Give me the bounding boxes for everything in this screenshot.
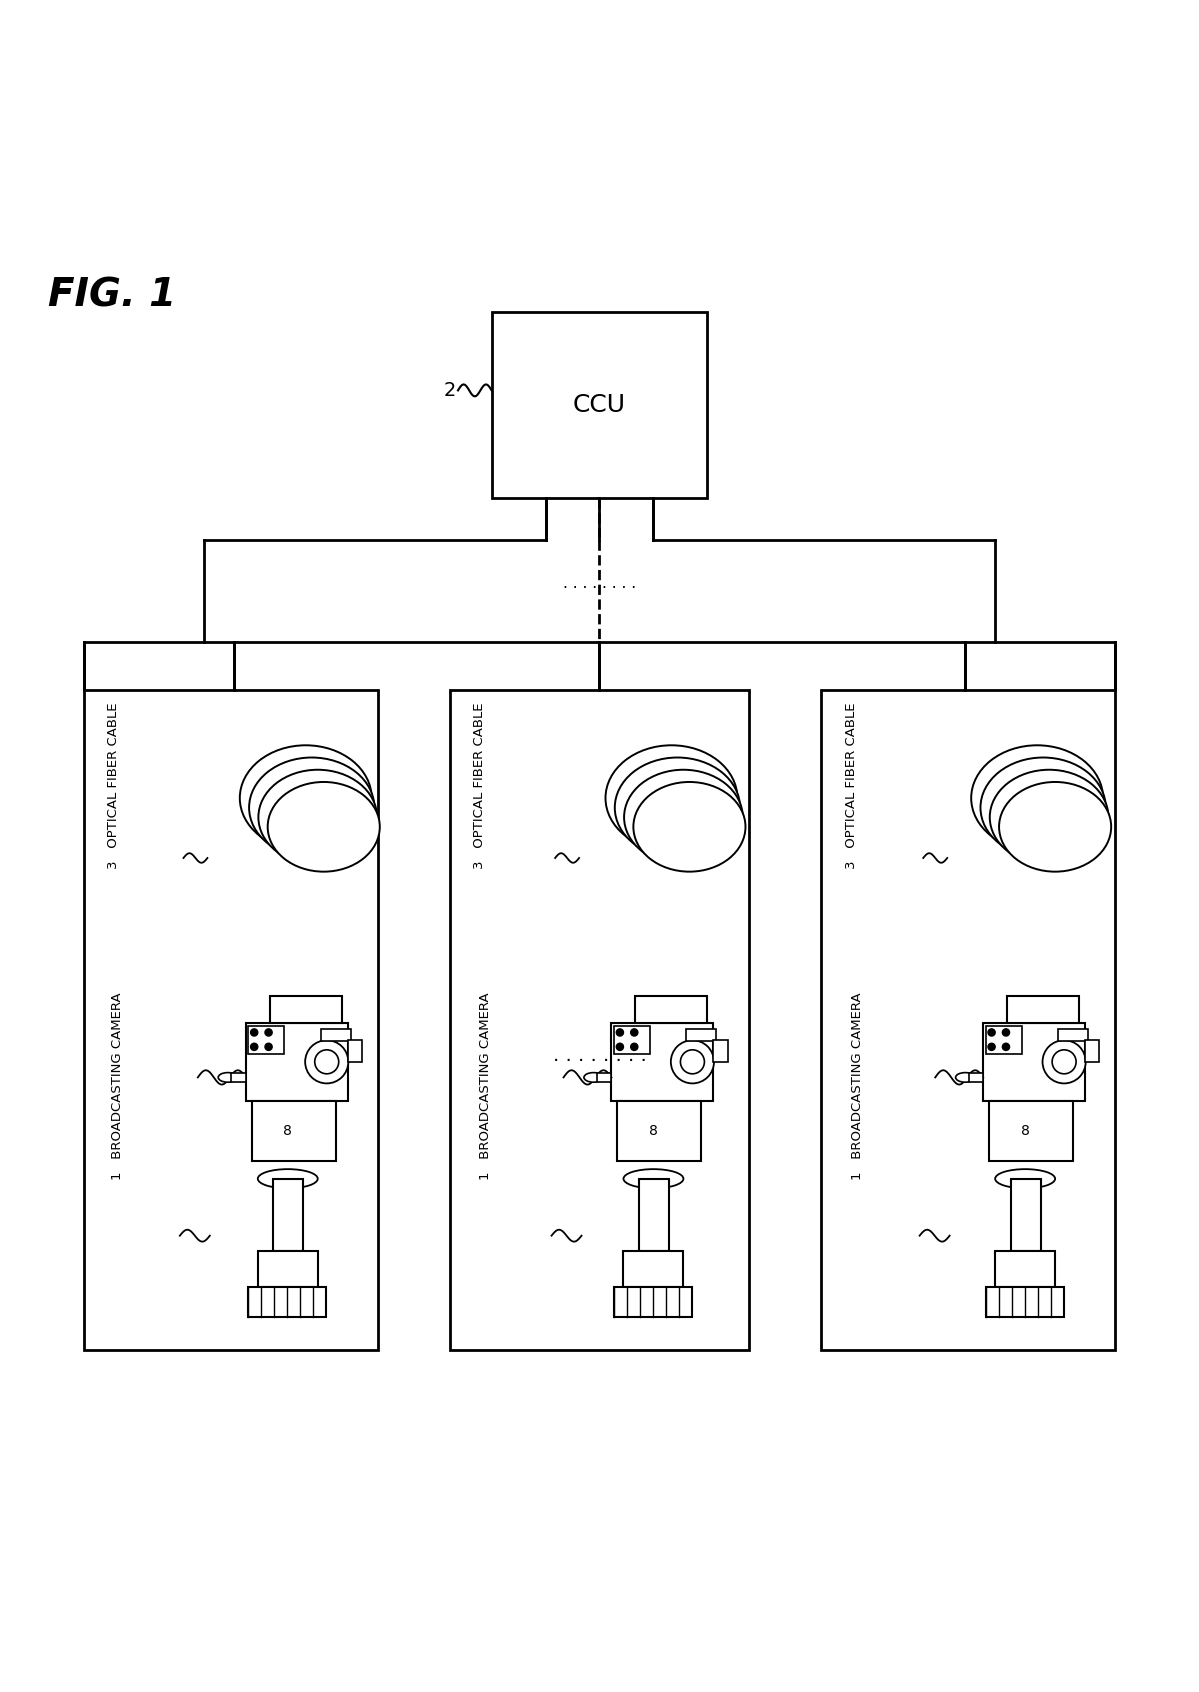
Circle shape	[616, 1044, 623, 1051]
FancyBboxPatch shape	[614, 1286, 692, 1316]
Text: 2: 2	[444, 381, 456, 399]
Circle shape	[1002, 1029, 1010, 1036]
FancyBboxPatch shape	[969, 1073, 983, 1083]
Circle shape	[265, 1029, 272, 1036]
FancyBboxPatch shape	[597, 1073, 611, 1083]
FancyBboxPatch shape	[348, 1041, 362, 1063]
Ellipse shape	[971, 744, 1103, 851]
FancyBboxPatch shape	[320, 1029, 350, 1042]
Circle shape	[1002, 1044, 1010, 1051]
FancyBboxPatch shape	[986, 1027, 1022, 1054]
Circle shape	[251, 1044, 258, 1051]
Ellipse shape	[623, 1169, 683, 1188]
FancyBboxPatch shape	[1007, 997, 1079, 1024]
FancyBboxPatch shape	[989, 1101, 1073, 1161]
Ellipse shape	[981, 758, 1105, 858]
FancyBboxPatch shape	[252, 1101, 336, 1161]
Circle shape	[988, 1044, 995, 1051]
FancyBboxPatch shape	[248, 1286, 326, 1316]
Ellipse shape	[615, 758, 740, 858]
Ellipse shape	[1052, 1049, 1076, 1074]
FancyBboxPatch shape	[231, 1073, 246, 1083]
Ellipse shape	[218, 1073, 237, 1083]
Ellipse shape	[267, 782, 380, 871]
FancyBboxPatch shape	[492, 313, 707, 497]
Ellipse shape	[680, 1049, 704, 1074]
FancyBboxPatch shape	[84, 690, 378, 1350]
Ellipse shape	[305, 1041, 348, 1083]
Ellipse shape	[258, 1169, 318, 1188]
Ellipse shape	[999, 782, 1111, 871]
FancyBboxPatch shape	[983, 1024, 1085, 1101]
Ellipse shape	[956, 1073, 975, 1083]
Text: · · · · · · · ·: · · · · · · · ·	[553, 1052, 646, 1071]
FancyBboxPatch shape	[614, 1027, 650, 1054]
FancyBboxPatch shape	[713, 1041, 728, 1063]
Text: 8: 8	[1020, 1123, 1030, 1137]
FancyBboxPatch shape	[248, 1027, 284, 1054]
FancyBboxPatch shape	[246, 1024, 348, 1101]
Circle shape	[251, 1029, 258, 1036]
Text: 1   BROADCASTING CAMERA: 1 BROADCASTING CAMERA	[480, 992, 492, 1179]
Text: CCU: CCU	[573, 393, 626, 418]
FancyBboxPatch shape	[986, 1286, 1064, 1316]
Circle shape	[265, 1044, 272, 1051]
FancyBboxPatch shape	[258, 1250, 318, 1286]
Ellipse shape	[584, 1073, 603, 1083]
Ellipse shape	[989, 770, 1108, 865]
Text: FIG. 1: FIG. 1	[48, 276, 176, 315]
Ellipse shape	[249, 758, 374, 858]
FancyBboxPatch shape	[450, 690, 749, 1350]
Ellipse shape	[605, 744, 737, 851]
Ellipse shape	[633, 782, 746, 871]
Ellipse shape	[623, 770, 742, 865]
Ellipse shape	[995, 1169, 1055, 1188]
Text: 3   OPTICAL FIBER CABLE: 3 OPTICAL FIBER CABLE	[108, 702, 120, 870]
FancyBboxPatch shape	[1085, 1041, 1099, 1063]
Text: 3   OPTICAL FIBER CABLE: 3 OPTICAL FIBER CABLE	[845, 702, 857, 870]
Text: 1   BROADCASTING CAMERA: 1 BROADCASTING CAMERA	[851, 992, 863, 1179]
Text: 8: 8	[283, 1123, 293, 1137]
FancyBboxPatch shape	[635, 997, 707, 1024]
FancyBboxPatch shape	[821, 690, 1115, 1350]
FancyBboxPatch shape	[1011, 1179, 1041, 1250]
Text: 8: 8	[649, 1123, 658, 1137]
Ellipse shape	[314, 1049, 338, 1074]
FancyBboxPatch shape	[611, 1024, 713, 1101]
Ellipse shape	[258, 770, 376, 865]
FancyBboxPatch shape	[1058, 1029, 1087, 1042]
FancyBboxPatch shape	[270, 997, 342, 1024]
FancyBboxPatch shape	[995, 1250, 1055, 1286]
Circle shape	[631, 1029, 638, 1036]
Text: 3   OPTICAL FIBER CABLE: 3 OPTICAL FIBER CABLE	[474, 702, 486, 870]
Text: · · · · · · · ·: · · · · · · · ·	[564, 580, 635, 596]
FancyBboxPatch shape	[623, 1250, 683, 1286]
FancyBboxPatch shape	[617, 1101, 701, 1161]
Ellipse shape	[1042, 1041, 1085, 1083]
Circle shape	[631, 1044, 638, 1051]
Ellipse shape	[240, 744, 372, 851]
Ellipse shape	[670, 1041, 713, 1083]
Circle shape	[988, 1029, 995, 1036]
Text: 1   BROADCASTING CAMERA: 1 BROADCASTING CAMERA	[112, 992, 123, 1179]
FancyBboxPatch shape	[639, 1179, 669, 1250]
Circle shape	[616, 1029, 623, 1036]
FancyBboxPatch shape	[273, 1179, 303, 1250]
FancyBboxPatch shape	[686, 1029, 716, 1042]
